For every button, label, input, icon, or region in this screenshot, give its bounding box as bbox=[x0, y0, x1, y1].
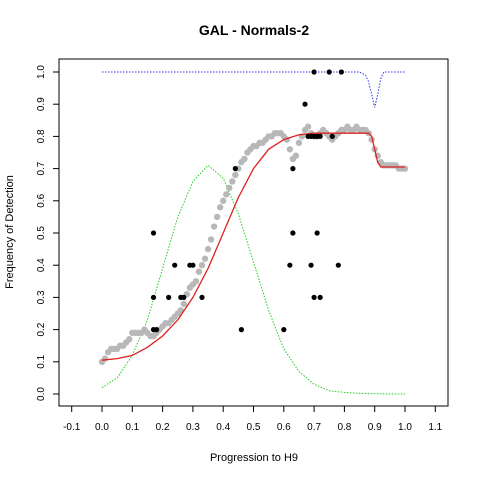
x-tick-label: 0.8 bbox=[337, 422, 351, 433]
smoothed-point bbox=[216, 204, 224, 211]
smoothed-point bbox=[241, 155, 248, 163]
smoothed-point bbox=[177, 307, 184, 314]
smoothed-point bbox=[229, 178, 236, 185]
observed-point bbox=[190, 262, 196, 268]
observed-point bbox=[238, 327, 244, 333]
y-tick-label: 0.5 bbox=[36, 226, 47, 240]
x-tick-label: 1.0 bbox=[398, 422, 412, 433]
observed-point bbox=[281, 327, 287, 333]
y-tick-label: 0.8 bbox=[36, 129, 47, 143]
x-tick-label: -0.1 bbox=[63, 422, 81, 433]
observed-point bbox=[317, 294, 323, 300]
y-tick-label: 0.2 bbox=[36, 322, 47, 336]
x-tick-label: 0.6 bbox=[277, 422, 291, 433]
observed-point bbox=[311, 69, 317, 75]
observed-point bbox=[150, 230, 157, 236]
x-axis: -0.1 0.0 0.1 0.2 0.3 0.4 0.5 0.6 0.7 0.8 0.9 1.0 1.1 bbox=[63, 406, 443, 433]
y-tick-label: 0.0 bbox=[36, 387, 47, 401]
x-tick-label: 0.0 bbox=[95, 422, 109, 433]
observed-point bbox=[199, 294, 205, 300]
smoothed-point bbox=[101, 355, 109, 362]
fit-line bbox=[101, 132, 405, 361]
observed-point bbox=[314, 230, 320, 236]
smoothed-point bbox=[207, 236, 215, 243]
chart-title: GAL - Normals-2 bbox=[199, 22, 309, 38]
observed-point bbox=[172, 262, 178, 268]
x-tick-label: 1.1 bbox=[428, 422, 442, 433]
x-tick-label: 0.3 bbox=[186, 422, 200, 433]
observed-point bbox=[290, 166, 296, 172]
smoothed-point bbox=[192, 278, 200, 285]
smoothed-point bbox=[210, 223, 218, 230]
smoothed-points-series bbox=[98, 123, 409, 365]
smoothed-point bbox=[232, 171, 239, 179]
x-tick-label: 0.4 bbox=[216, 422, 230, 433]
smoothed-point bbox=[223, 191, 230, 198]
smoothed-point bbox=[201, 255, 209, 262]
observed-point bbox=[287, 262, 293, 268]
observed-point bbox=[302, 101, 308, 107]
observed-point bbox=[308, 262, 314, 268]
y-tick-label: 0.1 bbox=[36, 354, 47, 368]
series-layer bbox=[98, 69, 409, 395]
smoothed-point bbox=[220, 197, 227, 204]
x-axis-label: Progression to H9 bbox=[210, 452, 298, 464]
y-tick-label: 1.0 bbox=[36, 65, 47, 79]
observed-point bbox=[153, 327, 160, 333]
y-tick-label: 0.9 bbox=[36, 97, 47, 111]
smoothed-point bbox=[198, 262, 206, 269]
smoothed-point bbox=[286, 146, 294, 153]
y-tick-label: 0.4 bbox=[36, 258, 47, 272]
y-tick-label: 0.3 bbox=[36, 290, 47, 304]
observed-point bbox=[317, 133, 323, 139]
observed-point bbox=[150, 294, 157, 300]
observed-point bbox=[338, 69, 344, 75]
observed-point bbox=[232, 166, 238, 172]
x-tick-label: 0.9 bbox=[368, 422, 382, 433]
smoothed-point bbox=[292, 152, 300, 159]
observed-point bbox=[166, 294, 172, 300]
y-tick-label: 0.6 bbox=[36, 193, 47, 207]
smoothed-point bbox=[180, 300, 188, 308]
x-tick-label: 0.7 bbox=[307, 422, 321, 433]
observed-point bbox=[290, 230, 296, 236]
y-axis: 0.0 0.1 0.2 0.3 0.4 0.5 0.6 0.7 0.8 0.9 1.0 bbox=[36, 65, 59, 401]
observed-point bbox=[181, 294, 187, 300]
x-tick-label: 0.2 bbox=[156, 422, 170, 433]
smoothed-point bbox=[126, 336, 133, 343]
smoothed-point bbox=[195, 268, 203, 275]
smoothed-point bbox=[295, 139, 303, 147]
smoothed-point bbox=[213, 213, 221, 221]
observed-point bbox=[311, 294, 317, 300]
y-axis-label: Frequency of Detection bbox=[4, 175, 16, 289]
observed-point bbox=[329, 133, 335, 139]
density-curve bbox=[101, 164, 405, 395]
x-tick-label: 0.1 bbox=[125, 422, 139, 433]
smoothed-point bbox=[204, 245, 212, 253]
x-tick-label: 0.5 bbox=[247, 422, 261, 433]
smoothed-point bbox=[304, 123, 312, 130]
smoothed-point bbox=[226, 184, 233, 192]
observed-points-series bbox=[150, 69, 344, 333]
breakpoint-curve bbox=[102, 71, 405, 108]
observed-point bbox=[335, 262, 341, 268]
observed-point bbox=[326, 69, 332, 75]
y-tick-label: 0.7 bbox=[36, 161, 47, 175]
